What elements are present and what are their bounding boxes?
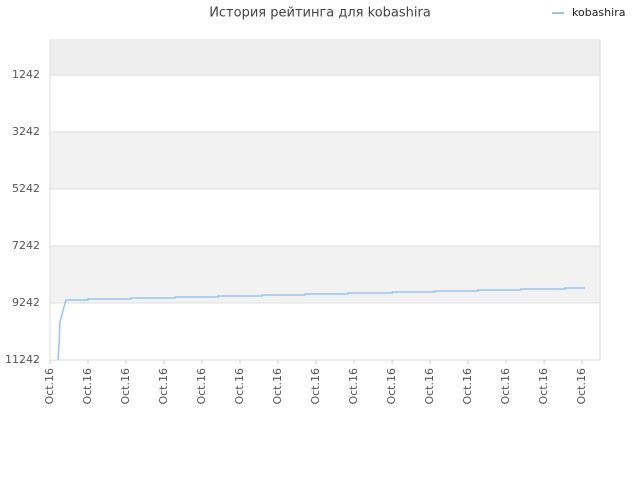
plot-area bbox=[49, 39, 601, 361]
x-tick-label: Oct.16 bbox=[271, 368, 284, 405]
x-tick-label: Oct.16 bbox=[423, 368, 436, 405]
x-tick-label: Oct.16 bbox=[385, 368, 398, 405]
x-tick-label: Oct.16 bbox=[499, 368, 512, 405]
grid-band bbox=[50, 40, 600, 75]
x-tick-label: Oct.16 bbox=[157, 368, 170, 405]
x-tick-label: Oct.16 bbox=[347, 368, 360, 405]
x-tick-label: Oct.16 bbox=[195, 368, 208, 405]
y-tick-label: 5242 bbox=[12, 182, 40, 195]
x-tick-label: Oct.16 bbox=[81, 368, 94, 405]
chart-title: История рейтинга для kobashira bbox=[209, 6, 431, 21]
x-tick-label: Oct.16 bbox=[575, 368, 588, 405]
x-tick-label: Oct.16 bbox=[309, 368, 322, 405]
y-tick-label: 7242 bbox=[12, 239, 40, 252]
rating-line bbox=[57, 287, 586, 361]
y-tick-label: 3242 bbox=[12, 125, 40, 138]
x-tick-label: Oct.16 bbox=[43, 368, 56, 405]
x-tick-label: Oct.16 bbox=[233, 368, 246, 405]
y-tick-label: 9242 bbox=[12, 296, 40, 309]
y-tick-label: 11242 bbox=[5, 353, 40, 366]
x-tick-label: Oct.16 bbox=[537, 368, 550, 405]
y-tick-label: 1242 bbox=[12, 68, 40, 81]
grid-band bbox=[50, 131, 600, 189]
x-tick-label: Oct.16 bbox=[461, 368, 474, 405]
legend-label: kobashira bbox=[572, 6, 625, 19]
x-tick-label: Oct.16 bbox=[119, 368, 132, 405]
